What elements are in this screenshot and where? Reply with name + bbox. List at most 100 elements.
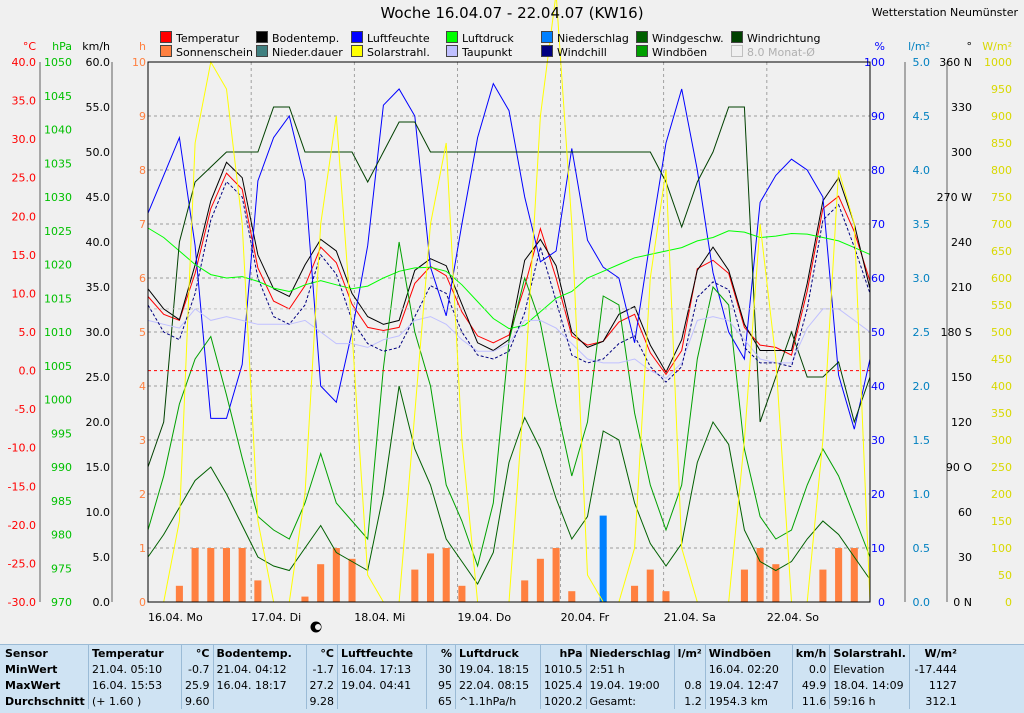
axis-tick-pressure: 1040 (44, 124, 72, 137)
legend-swatch (636, 31, 648, 43)
stats-cell (213, 693, 307, 709)
bar-sonnenschein (631, 585, 639, 602)
bar-sonnenschein (662, 591, 670, 602)
legend-item-windgeschw[interactable]: Windgeschw. (636, 31, 724, 45)
legend-item-bodentemp[interactable]: Bodentemp. (256, 31, 339, 45)
x-tick-label: 18.04. Mi (354, 611, 405, 624)
legend-label: Windböen (652, 46, 708, 59)
axis-unit-temp: °C (23, 40, 37, 53)
bar-sonnenschein (175, 585, 183, 602)
moon-phase-inner (315, 624, 321, 630)
stats-cell: ^1.1hPa/h (455, 693, 541, 709)
axis-tick-pressure: 985 (51, 495, 72, 508)
legend-label: Temperatur (176, 32, 240, 45)
axis-tick-wind: 0.0 (93, 596, 111, 609)
legend-swatch (446, 45, 458, 57)
axis-tick-direction: 120 (951, 416, 972, 429)
axis-tick-temp: -5.0 (15, 403, 36, 416)
stats-cell: (+ 1.60 ) (88, 693, 182, 709)
bar-sonnenschein (740, 569, 748, 602)
stats-header-cell: Bodentemp. (213, 645, 307, 661)
legend-item-niederschlag[interactable]: Niederschlag (541, 31, 629, 45)
legend-item-luftdruck[interactable]: Luftdruck (446, 31, 514, 45)
axis-tick-temp: 30.0 (12, 133, 37, 146)
stats-cell: 9.28 (306, 693, 338, 709)
bar-sonnenschein (222, 548, 231, 602)
axis-tick-solar: 600 (991, 272, 1012, 285)
axis-tick-solar: 250 (991, 461, 1012, 474)
axis-tick-pressure: 1035 (44, 157, 72, 170)
stats-header-cell: % (426, 645, 456, 661)
axis-tick-humidity: 80 (871, 164, 885, 177)
legend-item-windboeen[interactable]: Windböen (636, 45, 707, 59)
stats-header-cell: Luftdruck (455, 645, 541, 661)
station-name: Wetterstation Neumünster (871, 6, 1018, 19)
stats-header-cell: Sensor (2, 645, 89, 661)
bar-sonnenschein (191, 548, 199, 602)
axis-unit-rain: l/m² (908, 40, 930, 53)
line-windben (147, 241, 871, 568)
axis-tick-direction: 330 (951, 101, 972, 114)
axis-tick-hours: 7 (139, 218, 146, 231)
legend-item-windrichtung[interactable]: Windrichtung (731, 31, 820, 45)
axis-tick-temp: 20.0 (12, 210, 37, 223)
bar-sonnenschein (442, 548, 450, 602)
axis-tick-hours: 2 (139, 488, 146, 501)
axis-tick-humidity: 70 (871, 218, 885, 231)
stats-cell: Durchschnitt (2, 693, 89, 709)
axis-unit-hours: h (139, 40, 146, 53)
bar-sonnenschein (348, 558, 356, 602)
bar-sonnenschein (254, 580, 262, 602)
legend-label: Windchill (557, 46, 607, 59)
legend-item-niederdauer[interactable]: Nieder.dauer (256, 45, 343, 59)
legend-item-sonnenschein[interactable]: Sonnenschein (160, 45, 253, 59)
legend-item-taupunkt[interactable]: Taupunkt (446, 45, 512, 59)
axis-tick-direction: 240 (951, 236, 972, 249)
axis-tick-hours: 8 (139, 164, 146, 177)
legend-item-temperatur[interactable]: Temperatur (160, 31, 239, 45)
stats-header-cell: km/h (792, 645, 831, 661)
axis-tick-pressure: 1050 (44, 56, 72, 69)
stats-cell: 19.04. 04:41 (337, 677, 427, 693)
axis-tick-solar: 900 (991, 110, 1012, 123)
axis-tick-solar: 300 (991, 434, 1012, 447)
axis-tick-direction: 300 (951, 146, 972, 159)
axis-tick-wind: 35.0 (86, 281, 111, 294)
axis-tick-pressure: 1020 (44, 259, 72, 272)
axis-tick-solar: 0 (1005, 596, 1012, 609)
legend-item-windchill[interactable]: Windchill (541, 45, 607, 59)
legend-swatch (256, 31, 268, 43)
axis-tick-solar: 200 (991, 488, 1012, 501)
stats-header-cell: Windböen (705, 645, 793, 661)
axis-tick-pressure: 995 (51, 427, 72, 440)
bar-sonnenschein (646, 569, 654, 602)
stats-header-cell: °C (306, 645, 338, 661)
axis-tick-rain: 2.5 (913, 326, 931, 339)
stats-cell: 21.04. 04:12 (213, 661, 307, 677)
stats-header-cell: Temperatur (88, 645, 182, 661)
legend-swatch (541, 45, 553, 57)
legend-label: 8.0 Monat-Ø (747, 46, 815, 59)
axis-tick-solar: 50 (998, 569, 1012, 582)
stats-cell: 95 (426, 677, 456, 693)
legend-swatch (256, 45, 268, 57)
stats-cell: 16.04. 18:17 (213, 677, 307, 693)
legend-item-monat-mittel[interactable]: 8.0 Monat-Ø (731, 45, 815, 59)
legend-swatch (160, 45, 172, 57)
stats-panel: Sensor Temperatur °C Bodentemp. °C Luftf… (0, 644, 1024, 713)
bar-sonnenschein (207, 548, 215, 602)
line-luftdruck (147, 227, 871, 330)
legend-item-solarstrahl[interactable]: Solarstrahl. (351, 45, 430, 59)
axis-tick-solar: 650 (991, 245, 1012, 258)
bar-sonnenschein (819, 569, 827, 602)
axis-tick-solar: 1000 (984, 56, 1012, 69)
bar-sonnenschein (835, 548, 843, 602)
axis-tick-solar: 400 (991, 380, 1012, 393)
stats-header-cell: Niederschlag (586, 645, 675, 661)
axis-tick-direction: 150 (951, 371, 972, 384)
legend-item-luftfeuchte[interactable]: Luftfeuchte (351, 31, 430, 45)
x-tick-label: 19.04. Do (457, 611, 511, 624)
stats-table: Sensor Temperatur °C Bodentemp. °C Luftf… (2, 645, 960, 709)
axis-tick-humidity: 20 (871, 488, 885, 501)
axis-tick-rain: 4.5 (913, 110, 931, 123)
